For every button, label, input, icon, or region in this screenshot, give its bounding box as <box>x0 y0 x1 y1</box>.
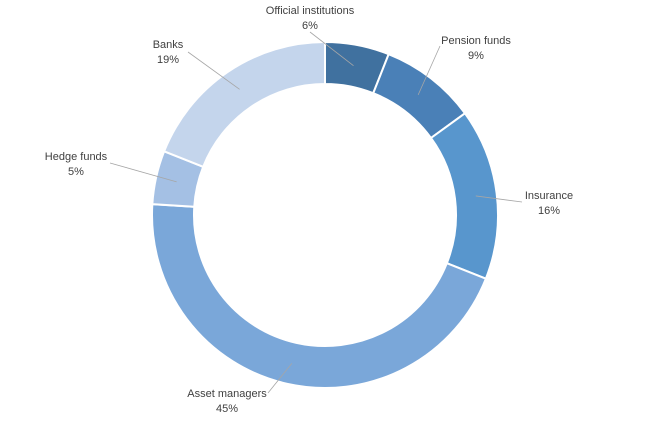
category-label-hedge-funds: Hedge funds <box>45 151 108 163</box>
category-label-insurance: Insurance <box>525 190 573 202</box>
category-label-banks: Banks <box>153 39 184 51</box>
slices <box>151 40 499 390</box>
value-label-banks: 19% <box>157 54 179 66</box>
category-label-official-institutions: Official institutions <box>266 5 355 17</box>
value-label-insurance: 16% <box>538 205 560 217</box>
leader-asset-managers <box>267 363 293 394</box>
category-label-pension-funds: Pension funds <box>441 35 511 47</box>
leader-banks <box>187 51 240 90</box>
category-label-asset-managers: Asset managers <box>187 388 267 400</box>
leader-official-institutions <box>309 31 354 67</box>
value-label-pension-funds: 9% <box>468 50 484 62</box>
leader-insurance <box>475 195 523 203</box>
leader-pension-funds <box>417 45 441 96</box>
leader-lines <box>109 31 523 394</box>
value-label-asset-managers: 45% <box>216 403 238 415</box>
data-labels: Official institutions 6% Pension funds 9% In… <box>45 5 573 415</box>
leader-hedge-funds <box>109 162 177 183</box>
value-label-official-institutions: 6% <box>302 20 318 32</box>
slice-banks <box>162 40 326 169</box>
slice-asset-managers <box>151 203 488 390</box>
value-label-hedge-funds: 5% <box>68 166 84 178</box>
slice-insurance <box>429 111 499 280</box>
